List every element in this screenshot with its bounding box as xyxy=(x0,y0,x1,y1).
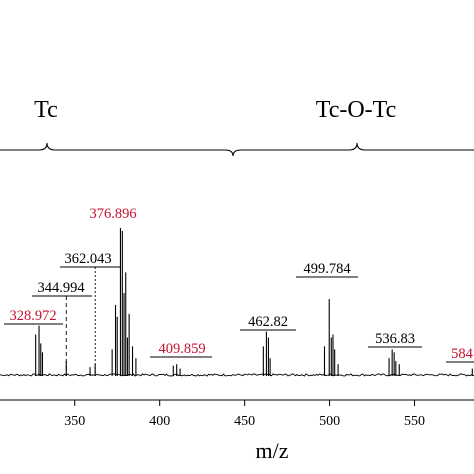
peak-label: 409.859 xyxy=(158,341,205,357)
brace-tc xyxy=(0,142,234,157)
peak-label: 536.83 xyxy=(375,331,415,347)
x-tick-label: 450 xyxy=(234,414,255,429)
brace-tc-o-tc xyxy=(232,142,474,157)
x-axis-label: m/z xyxy=(256,438,289,463)
peak-label: 584 xyxy=(451,346,474,362)
peak-annotations: 376.896 362.043 344.994 328.972 409.859 462.8… xyxy=(4,206,474,376)
peak-label: 344.994 xyxy=(37,280,85,296)
x-tick-label: 350 xyxy=(64,414,85,429)
baseline-noise xyxy=(0,373,474,377)
peak-label: 328.972 xyxy=(9,308,56,324)
group-braces xyxy=(0,142,474,157)
peak-label: 376.896 xyxy=(89,206,136,222)
peak-label: 362.043 xyxy=(64,251,111,267)
peak-label: 499.784 xyxy=(303,261,351,277)
x-tick-label: 550 xyxy=(404,414,425,429)
x-tick-label: 400 xyxy=(149,414,170,429)
group-label: Tc-O-Tc xyxy=(316,97,397,123)
x-axis-ticks: 350 400 450 500 550 xyxy=(64,400,425,429)
peak-label: 462.82 xyxy=(248,314,288,330)
x-tick-label: 500 xyxy=(319,414,340,429)
group-labels: Tc Tc-O-Tc xyxy=(34,97,396,123)
group-label: Tc xyxy=(34,97,58,123)
